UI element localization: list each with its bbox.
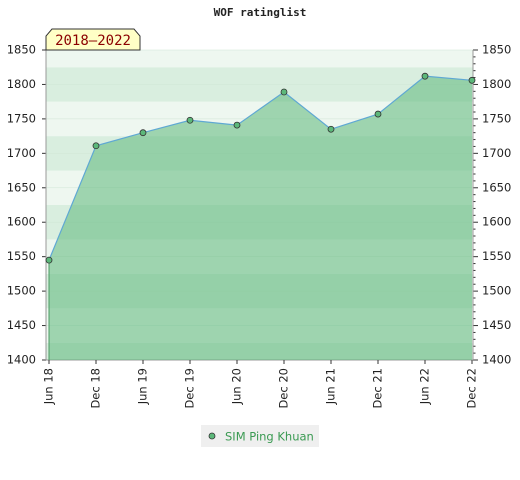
- y2-tick-label: 1600: [482, 215, 511, 229]
- point: [45, 256, 53, 264]
- y2-tick-label: 1750: [482, 111, 511, 125]
- x-tick-label: Jun 18: [42, 368, 56, 405]
- y-tick-label: 1700: [7, 146, 36, 160]
- y-tick-label: 1800: [7, 77, 36, 91]
- y-tick-label: 1600: [7, 215, 36, 229]
- point: [421, 72, 429, 80]
- area: [49, 76, 472, 360]
- point: [327, 125, 335, 133]
- annotation: 2018–2022: [55, 33, 131, 49]
- legend-label: SIM Ping Khuan: [225, 430, 314, 444]
- x-tick-label: Dec 22: [465, 368, 479, 409]
- y2-tick-label: 1400: [482, 353, 511, 367]
- y2-tick-label: 1450: [482, 318, 511, 332]
- y2-tick-label: 1550: [482, 249, 511, 263]
- point: [139, 129, 147, 137]
- y-tick-label: 1500: [7, 284, 36, 298]
- x-tick-label: Jun 19: [136, 368, 150, 405]
- y2-tick-label: 1500: [482, 284, 511, 298]
- legend-box: [201, 425, 319, 447]
- line: [48, 75, 473, 261]
- annotation-group: 2018–2022: [45, 28, 141, 51]
- point: [374, 110, 382, 118]
- x-tick-label: Jun 20: [230, 368, 244, 405]
- x-tick-label: Jun 22: [418, 368, 432, 405]
- y-tick-label: 1550: [7, 249, 36, 263]
- y2-tick-label: 1700: [482, 146, 511, 160]
- point: [280, 88, 288, 96]
- y2-tick-label: 1850: [482, 43, 511, 57]
- y-tick-label: 1850: [7, 43, 36, 57]
- legend-marker: [208, 432, 216, 440]
- y-tick-label: 1400: [7, 353, 36, 367]
- annotation-box: [45, 28, 141, 51]
- band: [46, 84, 473, 102]
- point: [186, 116, 194, 124]
- band: [46, 67, 473, 85]
- band: [46, 50, 473, 68]
- point: [468, 76, 476, 84]
- point: [92, 142, 100, 150]
- y-tick-label: 1750: [7, 111, 36, 125]
- x-tick-label: Dec 20: [277, 368, 291, 409]
- x-tick-label: Dec 19: [183, 368, 197, 409]
- y-tick-label: 1450: [7, 318, 36, 332]
- x-tick-label: Jun 21: [324, 368, 338, 405]
- x-tick-label: Dec 21: [371, 368, 385, 409]
- y2-tick-label: 1800: [482, 77, 511, 91]
- point: [233, 121, 241, 129]
- x-tick-label: Dec 18: [89, 368, 103, 409]
- y2-tick-label: 1650: [482, 180, 511, 194]
- y-tick-label: 1650: [7, 180, 36, 194]
- chart-title: WOF ratinglist: [214, 6, 307, 19]
